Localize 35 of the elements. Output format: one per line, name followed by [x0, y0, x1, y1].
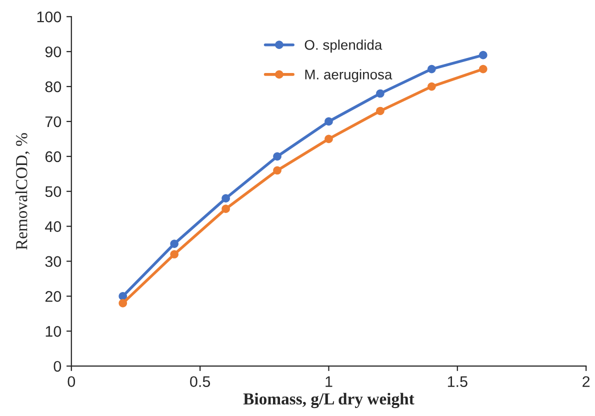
y-tick-label: 70 — [45, 116, 62, 128]
y-tick-label: 20 — [45, 291, 62, 302]
point — [428, 64, 436, 74]
point — [222, 194, 230, 203]
point — [478, 64, 488, 74]
point — [170, 240, 178, 248]
x-axis-title: Biomass, g/L dry weight — [243, 392, 414, 408]
y-tick-label: 60 — [45, 151, 62, 162]
x-tick-label: 0.5 — [190, 376, 210, 388]
point — [324, 117, 333, 126]
point — [376, 89, 384, 98]
point — [170, 250, 178, 258]
point — [273, 166, 282, 175]
y-tick-label: 80 — [45, 81, 62, 92]
x-tick-label: 1.5 — [448, 376, 468, 388]
legend-label: M. aeruginosa — [305, 69, 392, 82]
legend-label: O. splendida — [304, 40, 382, 53]
x-tick-label: 0 — [68, 376, 76, 388]
point — [222, 204, 230, 213]
y-tick-label: 50 — [45, 186, 62, 198]
point — [324, 134, 333, 144]
point — [478, 50, 488, 60]
point — [118, 299, 128, 308]
y-tick-label: 90 — [45, 46, 62, 58]
y-tick-label: 10 — [46, 326, 62, 337]
x-tick-label: 2 — [582, 376, 590, 387]
point — [376, 106, 384, 116]
point — [273, 152, 282, 161]
y-tick-label: 30 — [45, 256, 62, 267]
point — [428, 82, 436, 91]
y-tick-label: 100 — [37, 12, 62, 22]
y-axis-title: RemovalCOD, % — [16, 133, 30, 250]
x-tick-label: 1 — [326, 376, 332, 387]
y-tick-label: 40 — [45, 221, 62, 232]
y-tick-label: 0 — [54, 360, 62, 372]
